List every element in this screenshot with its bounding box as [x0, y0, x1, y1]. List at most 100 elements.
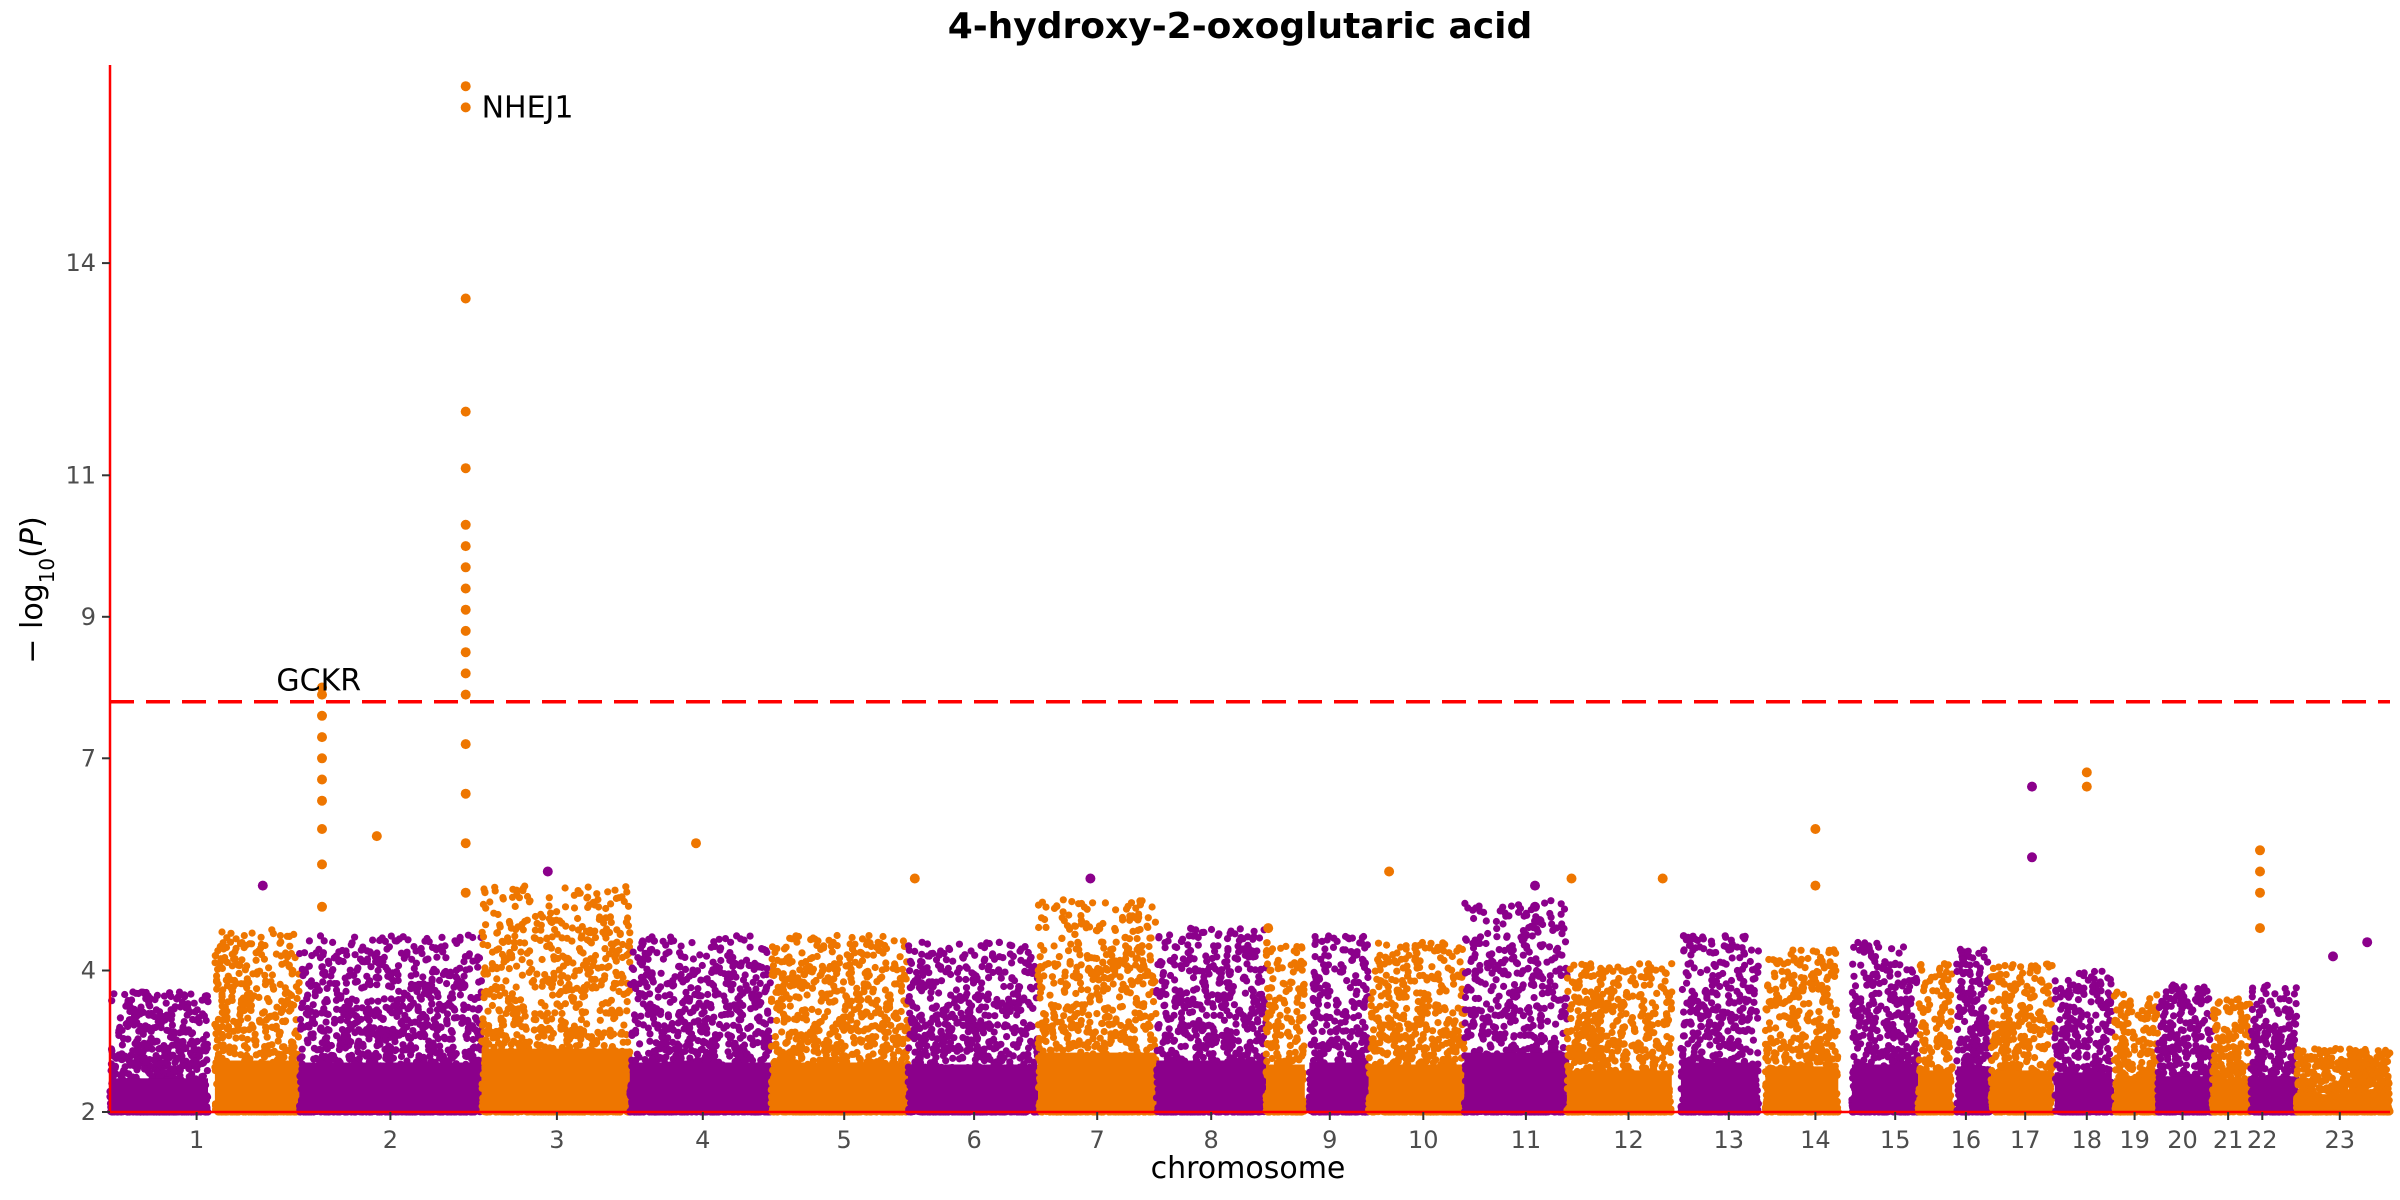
snp-point: [556, 917, 564, 925]
snp-point: [169, 1051, 177, 1059]
snp-point: [312, 949, 320, 957]
snp-point: [211, 959, 219, 967]
snp-point: [420, 1033, 428, 1041]
snp-point: [600, 975, 609, 983]
snp-point: [579, 961, 588, 969]
snp-point: [268, 971, 276, 979]
snp-point: [320, 937, 328, 945]
snp-point: [536, 936, 544, 945]
snp-point: [525, 968, 533, 977]
snp-point: [395, 1007, 403, 1016]
snp-point: [405, 1004, 413, 1012]
snp-point: [347, 941, 355, 949]
snp-point: [448, 1028, 456, 1037]
snp-point: [479, 933, 488, 941]
snp-point: [179, 1024, 187, 1032]
snp-point: [577, 1035, 585, 1043]
snp-point: [274, 1037, 282, 1045]
snp-point: [420, 1053, 428, 1061]
chart-title: 4-hydroxy-2-oxoglutaric acid: [0, 6, 2400, 47]
snp-point: [302, 1010, 310, 1018]
snp-point: [514, 1019, 522, 1027]
snp-point: [595, 903, 603, 911]
snp-point: [428, 1000, 436, 1008]
snp-point: [236, 1011, 244, 1019]
snp-point: [533, 1041, 541, 1049]
snp-point: [463, 1052, 471, 1061]
snp-point: [518, 971, 527, 979]
snp-point: [202, 1031, 211, 1039]
snp-point: [423, 934, 431, 943]
snp-point: [125, 1000, 133, 1008]
snp-point: [469, 933, 477, 942]
snp-point: [585, 901, 594, 909]
snp-point: [556, 989, 565, 997]
snp-point: [439, 1056, 447, 1064]
snp-point: [600, 1042, 608, 1050]
snp-point: [380, 953, 388, 962]
snp-point: [412, 1044, 420, 1052]
snp-point: [688, 939, 696, 947]
snp-point: [383, 945, 391, 953]
snp-point: [400, 954, 408, 962]
snp-point: [596, 913, 604, 921]
snp-point: [518, 956, 526, 964]
snp-point: [538, 955, 546, 964]
snp-point: [278, 997, 286, 1005]
snp-point: [561, 1019, 569, 1027]
snp-point: [387, 932, 395, 940]
snp-point: [391, 1033, 399, 1041]
snp-point: [503, 956, 511, 964]
snp-point: [266, 1012, 274, 1021]
snp-point: [479, 900, 487, 909]
snp-point: [432, 1020, 440, 1028]
snp-point: [594, 964, 602, 972]
snp-point: [570, 904, 579, 912]
snp-point: [513, 962, 521, 970]
snp-point: [387, 1053, 395, 1061]
snp-density-band: [214, 1060, 300, 1112]
snp-point: [475, 978, 483, 986]
snp-point: [265, 1042, 273, 1050]
snp-point: [223, 1013, 231, 1021]
snp-point: [602, 925, 611, 933]
snp-point: [407, 972, 415, 980]
snp-point: [623, 1007, 631, 1015]
snp-point: [232, 935, 240, 943]
snp-point: [367, 963, 375, 971]
snp-point: [545, 894, 553, 902]
snp-point: [256, 1018, 264, 1026]
snp-point: [389, 1025, 397, 1033]
snp-point: [297, 1025, 305, 1033]
snp-point: [259, 1009, 267, 1017]
snp-point: [215, 1025, 223, 1033]
snp-point: [371, 1012, 379, 1020]
snp-point: [342, 987, 350, 996]
snp-point: [607, 918, 615, 927]
snp-point: [545, 902, 553, 910]
snp-point: [435, 976, 444, 985]
snp-point: [300, 949, 309, 957]
snp-point: [607, 996, 616, 1004]
snp-point: [481, 888, 489, 896]
snp-point: [305, 1023, 313, 1031]
snp-point: [558, 1009, 566, 1018]
snp-point: [550, 955, 558, 963]
snp-point: [583, 1020, 591, 1028]
snp-point: [428, 1041, 436, 1049]
snp-point: [221, 954, 229, 962]
snp-point: [561, 1000, 570, 1008]
snp-point: [130, 1021, 138, 1029]
snp-point: [307, 977, 315, 985]
snp-point: [252, 956, 260, 964]
snp-point: [132, 1037, 141, 1046]
snp-point: [500, 1021, 508, 1029]
snp-point: [134, 1061, 142, 1069]
snp-point: [298, 1004, 306, 1012]
snp-point: [295, 987, 303, 995]
snp-point: [111, 1062, 120, 1070]
snp-point: [412, 959, 420, 967]
snp-point: [526, 897, 534, 905]
snp-point: [213, 976, 221, 984]
snp-point: [596, 1016, 604, 1024]
